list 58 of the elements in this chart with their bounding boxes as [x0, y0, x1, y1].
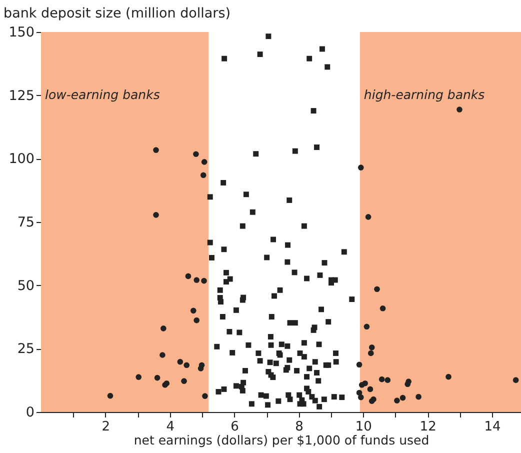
y-tick-label: 100: [8, 151, 34, 168]
x-tick-label: 12: [420, 420, 436, 434]
point: [202, 393, 208, 399]
band-label: high-earning banks: [364, 87, 486, 102]
point: [404, 381, 411, 388]
x-tick-label: 4: [166, 420, 174, 434]
point: [365, 214, 372, 220]
point: [358, 164, 364, 170]
point: [367, 386, 374, 392]
point: [107, 392, 114, 399]
y-axis-title: bank deposit size (million dollars): [4, 6, 231, 22]
point: [160, 352, 166, 358]
point: [193, 151, 199, 158]
point: [153, 212, 159, 218]
y-tick-label: 0: [26, 404, 34, 420]
point: [384, 377, 391, 383]
point: [416, 394, 422, 400]
point: [512, 377, 519, 383]
point: [194, 317, 200, 324]
y-tick-label: 75: [17, 214, 34, 230]
point: [446, 374, 452, 380]
x-tick-label: 14: [484, 420, 501, 434]
point: [190, 308, 196, 314]
point: [201, 159, 208, 165]
x-tick-label: 6: [230, 420, 239, 434]
point: [368, 350, 374, 356]
point: [153, 147, 159, 153]
y-tick-label: 150: [8, 24, 34, 40]
x-tick-label: 10: [355, 420, 372, 434]
point: [456, 106, 462, 112]
point: [394, 398, 400, 404]
point: [374, 286, 380, 292]
point: [378, 376, 385, 382]
point: [380, 305, 386, 312]
point: [358, 394, 364, 400]
x-tick-label: 8: [295, 420, 304, 434]
point: [184, 362, 190, 368]
point: [364, 324, 370, 330]
point: [362, 380, 368, 386]
x-tick-label: 2: [102, 420, 110, 434]
point: [201, 278, 207, 284]
point: [194, 277, 200, 283]
point: [160, 325, 166, 332]
point: [200, 172, 206, 178]
point: [198, 366, 204, 372]
x-axis-title: net earnings (dollars) per $1,000 of funds used: [134, 432, 430, 448]
point: [136, 374, 142, 380]
point: [181, 378, 187, 384]
point: [368, 344, 375, 350]
point: [154, 374, 160, 381]
point: [185, 273, 192, 280]
y-tick-label: 50: [17, 278, 34, 294]
y-tick-label: 125: [8, 88, 34, 104]
y-tick-label: 25: [17, 341, 34, 358]
point: [356, 362, 362, 368]
point: [400, 394, 406, 401]
point: [177, 358, 184, 365]
band-label: low-earning banks: [45, 87, 160, 102]
